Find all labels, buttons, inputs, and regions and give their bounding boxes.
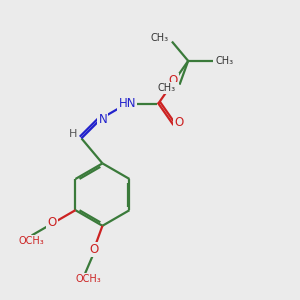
Text: O: O — [47, 216, 57, 229]
Text: OCH₃: OCH₃ — [75, 274, 101, 284]
Text: CH₃: CH₃ — [158, 82, 176, 93]
Text: H: H — [69, 129, 77, 139]
Text: N: N — [98, 113, 107, 126]
Text: O: O — [89, 243, 98, 256]
Text: HN: HN — [118, 97, 136, 110]
Text: CH₃: CH₃ — [150, 33, 168, 43]
Text: O: O — [174, 116, 183, 129]
Text: OCH₃: OCH₃ — [19, 236, 44, 246]
Text: CH₃: CH₃ — [216, 56, 234, 66]
Text: O: O — [168, 74, 178, 87]
